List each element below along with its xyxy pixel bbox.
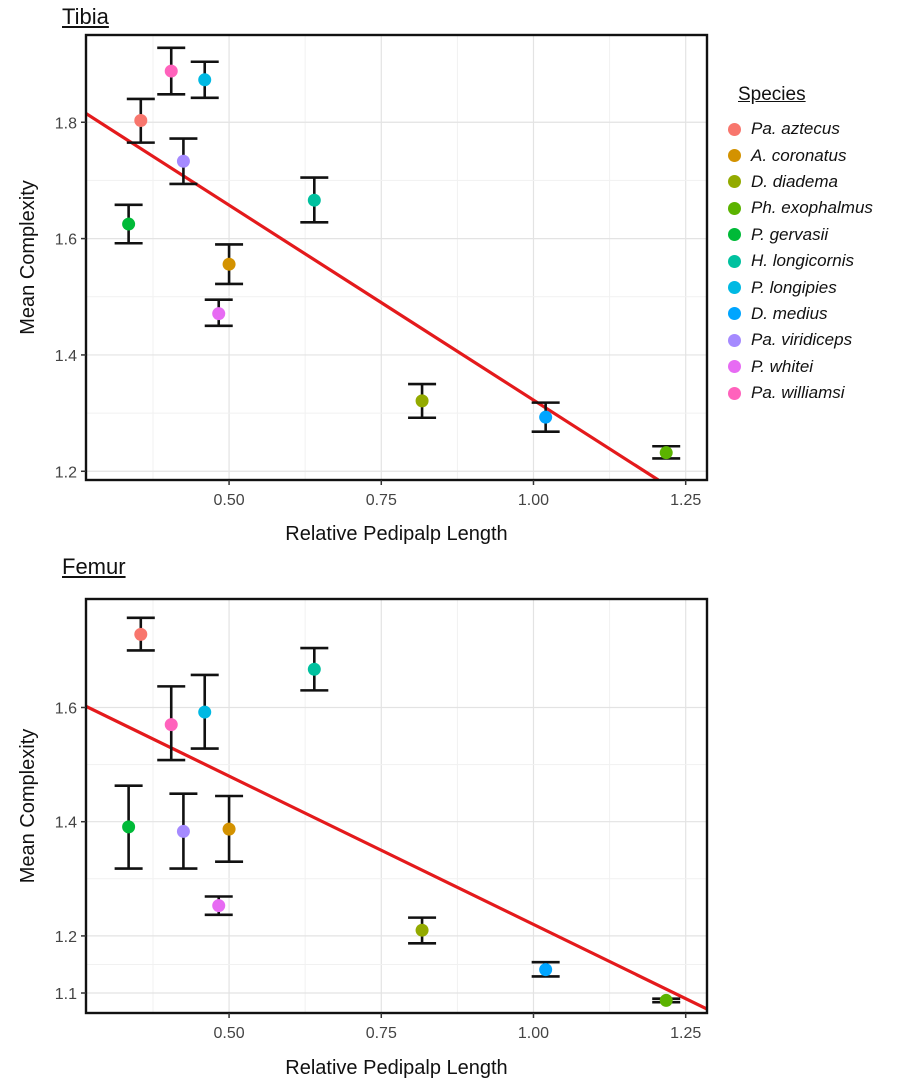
data-point bbox=[198, 705, 212, 719]
data-point bbox=[659, 446, 673, 460]
legend-item: P. whitei bbox=[728, 354, 913, 380]
gridlines bbox=[86, 35, 707, 480]
legend-label: Pa. aztecus bbox=[751, 119, 840, 139]
data-point bbox=[122, 217, 136, 231]
y-tick-label: 1.4 bbox=[55, 815, 77, 832]
data-point bbox=[415, 923, 429, 937]
regression-line bbox=[86, 704, 707, 1011]
plot-frame bbox=[84, 33, 709, 482]
legend-item: Ph. exophalmus bbox=[728, 195, 913, 221]
legend-label: Pa. viridiceps bbox=[751, 330, 853, 350]
data-points bbox=[114, 46, 681, 460]
data-point bbox=[122, 820, 136, 834]
data-point bbox=[415, 394, 429, 408]
x-tick-label: 0.50 bbox=[214, 1025, 245, 1042]
tibia-panel-title: Tibia bbox=[62, 4, 109, 29]
x-tick-label: 1.00 bbox=[518, 492, 549, 509]
legend-label: D. diadema bbox=[751, 171, 838, 191]
legend-item: P. longipies bbox=[728, 274, 913, 300]
legend-swatch bbox=[728, 175, 741, 189]
legend-item: D. diadema bbox=[728, 169, 913, 195]
data-point bbox=[134, 627, 148, 641]
data-point bbox=[176, 154, 190, 168]
legend-item: A. coronatus bbox=[728, 142, 913, 168]
legend-swatch bbox=[728, 201, 741, 215]
legend-swatch bbox=[728, 333, 741, 347]
x-tick-label: 0.75 bbox=[366, 1025, 397, 1042]
legend-label: P. longipies bbox=[751, 277, 837, 297]
data-point bbox=[134, 114, 148, 128]
legend-swatch bbox=[728, 122, 741, 136]
legend-item: H. longicornis bbox=[728, 248, 913, 274]
data-point bbox=[212, 899, 226, 913]
data-point bbox=[212, 307, 226, 321]
legend-swatch bbox=[728, 149, 741, 163]
y-tick-label: 1.2 bbox=[55, 929, 77, 946]
legend-label: Ph. exophalmus bbox=[751, 198, 873, 218]
y-tick-label: 1.4 bbox=[55, 348, 77, 365]
x-axis-label: Relative Pedipalp Length bbox=[285, 523, 507, 545]
panel-tibia: 0.50 0.75 1.00 1.25 1.2 1.4 1.6 1.8 Relative Ped… bbox=[17, 33, 709, 545]
data-point bbox=[176, 824, 190, 838]
legend-swatch bbox=[728, 228, 741, 242]
legend-swatch bbox=[728, 254, 741, 268]
x-tick-label: 0.75 bbox=[366, 492, 397, 509]
legend-swatch bbox=[728, 307, 741, 321]
legend-swatch bbox=[728, 281, 741, 295]
legend-swatch bbox=[728, 386, 741, 400]
data-point bbox=[222, 822, 236, 836]
data-point bbox=[222, 257, 236, 271]
legend-swatch bbox=[728, 360, 741, 374]
panel-femur: 0.50 0.75 1.00 1.25 1.1 1.2 1.4 1.6 Relative Ped… bbox=[17, 597, 709, 1079]
data-point bbox=[164, 718, 178, 732]
data-point bbox=[659, 993, 673, 1007]
data-point bbox=[539, 963, 553, 977]
plot-frame bbox=[84, 597, 709, 1015]
legend-label: D. medius bbox=[751, 303, 828, 323]
data-point bbox=[198, 73, 212, 87]
legend-label: P. gervasii bbox=[751, 224, 829, 244]
y-tick-label: 1.2 bbox=[55, 464, 77, 481]
data-point bbox=[307, 662, 321, 676]
gridlines bbox=[86, 599, 707, 1013]
legend-label: A. coronatus bbox=[751, 145, 847, 165]
legend-item: Pa. aztecus bbox=[728, 116, 913, 142]
legend-item: Pa. williamsi bbox=[728, 380, 913, 406]
x-tick-label: 0.50 bbox=[214, 492, 245, 509]
legend-items: Pa. aztecus A. coronatus D. diadema Ph. exo… bbox=[728, 116, 913, 406]
y-tick-label: 1.8 bbox=[55, 115, 77, 132]
data-point bbox=[164, 64, 178, 78]
legend-label: P. whitei bbox=[751, 356, 814, 376]
x-axis-label: Relative Pedipalp Length bbox=[285, 1057, 507, 1079]
legend-label: Pa. williamsi bbox=[751, 383, 845, 403]
y-tick-label: 1.6 bbox=[55, 700, 77, 717]
legend-item: D. medius bbox=[728, 301, 913, 327]
data-point bbox=[539, 410, 553, 424]
legend-item: Pa. viridiceps bbox=[728, 327, 913, 353]
y-tick-label: 1.1 bbox=[55, 986, 77, 1003]
x-tick-label: 1.00 bbox=[518, 1025, 549, 1042]
x-tick-label: 1.25 bbox=[670, 492, 701, 509]
legend-item: P. gervasii bbox=[728, 222, 913, 248]
y-axis-label: Mean Complexity bbox=[17, 729, 39, 884]
regression-line bbox=[86, 112, 660, 480]
femur-panel-title: Femur bbox=[62, 554, 126, 579]
data-points bbox=[114, 616, 681, 1007]
legend-label: H. longicornis bbox=[751, 251, 854, 271]
y-tick-label: 1.6 bbox=[55, 232, 77, 249]
legend-title: Species bbox=[738, 84, 806, 105]
y-axis-label: Mean Complexity bbox=[17, 180, 39, 335]
species-legend: Species Pa. aztecus A. coronatus D. diadem… bbox=[728, 84, 913, 406]
x-tick-label: 1.25 bbox=[670, 1025, 701, 1042]
data-point bbox=[307, 193, 321, 207]
